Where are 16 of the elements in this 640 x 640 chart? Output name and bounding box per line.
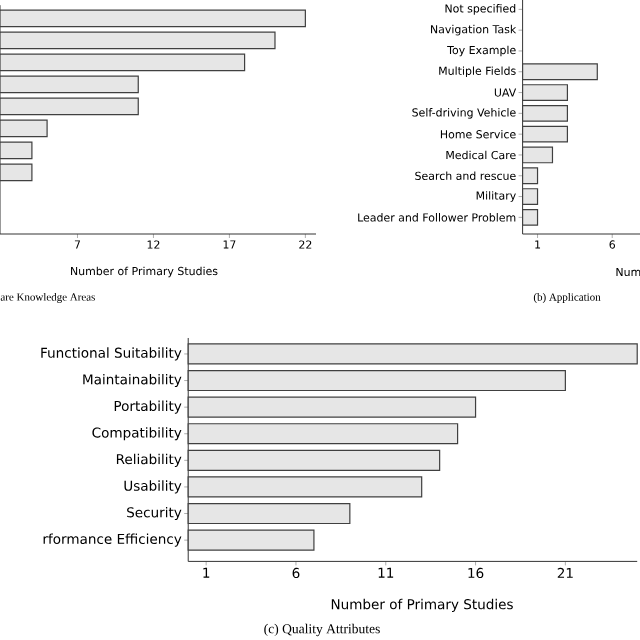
bar	[187, 396, 477, 418]
bar	[187, 423, 459, 445]
bar	[187, 449, 441, 471]
bar	[187, 476, 423, 498]
bar	[522, 146, 554, 164]
bar	[522, 63, 598, 81]
bar	[522, 125, 569, 143]
bar	[187, 502, 351, 525]
bar	[187, 369, 566, 392]
bar	[522, 104, 569, 122]
bar	[522, 84, 569, 101]
bar	[522, 208, 539, 226]
bar	[522, 188, 539, 205]
bar	[187, 529, 315, 551]
bar	[522, 167, 539, 185]
bar	[187, 343, 638, 365]
